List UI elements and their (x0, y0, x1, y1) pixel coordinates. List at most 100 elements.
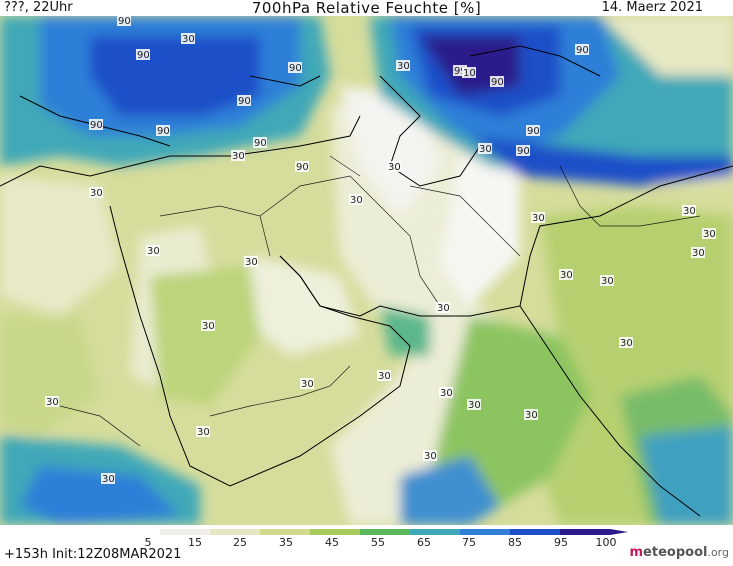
contour-label: 30 (468, 400, 481, 411)
legend-tick: 35 (279, 536, 293, 547)
contour-label: 30 (46, 397, 59, 408)
contour-label: 30 (182, 34, 195, 45)
contour-label: 30 (350, 195, 363, 206)
contour-label-bg (531, 212, 545, 223)
contour-label-bg (396, 60, 410, 71)
legend-tick: 45 (325, 536, 339, 547)
contour-label-bg (600, 275, 614, 286)
legend-tick: 65 (417, 536, 431, 547)
legend-tick: 85 (508, 536, 522, 547)
contour-label: 30 (388, 162, 401, 173)
legend-tick: 100 (596, 536, 617, 547)
color-legend: 5 15 25 35 45 55 65 75 85 95 100 +153h Init:12Z08M… (0, 525, 733, 566)
legend-tick: 95 (554, 536, 568, 547)
contour-label: 30 (479, 144, 492, 155)
contour-label: 30 (197, 427, 210, 438)
contour-label-bg (691, 247, 705, 258)
contour-label: 30 (424, 451, 437, 462)
contour-label: 30 (683, 206, 696, 217)
contour-label: 30 (301, 379, 314, 390)
humidity-field (0, 16, 733, 525)
map-title: 700hPa Relative Feuchte [%] (251, 0, 482, 17)
contour-label-bg (136, 49, 150, 60)
meteopool-logo[interactable]: meteopool.org (629, 545, 730, 560)
contour-label-bg (377, 370, 391, 381)
contour-label-bg (439, 387, 453, 398)
valid-date-label: 14. Maerz 2021 (601, 0, 703, 15)
contour-label: 30 (601, 276, 614, 287)
legend-swatch (160, 529, 211, 535)
legend-bar: 5 15 25 35 45 55 65 75 85 95 100 (110, 529, 628, 547)
legend-swatch (510, 529, 561, 535)
contour-label-bg (559, 269, 573, 280)
contour-label: 90 (137, 50, 150, 61)
contour-label: 90 (289, 63, 302, 74)
legend-swatch (360, 529, 411, 535)
contour-label-bg (295, 161, 309, 172)
contour-label: 30 (703, 229, 716, 240)
contour-label-bg (237, 95, 251, 106)
contour-label-bg (526, 125, 540, 136)
contour-label-bg (89, 187, 103, 198)
contour-label: 90 (90, 120, 103, 131)
contour-label-bg (619, 337, 633, 348)
contour-label-bg (156, 125, 170, 136)
contour-label-bg (682, 205, 696, 216)
contour-label: 90 (491, 77, 504, 88)
contour-label-bg (387, 161, 401, 172)
contour-label-bg (453, 65, 467, 76)
legend-tick: 15 (188, 536, 202, 547)
contour-label: 30 (532, 213, 545, 224)
contour-label-bg (490, 76, 504, 87)
contour-label: 30 (560, 270, 573, 281)
contour-label: 99 (454, 66, 467, 77)
contour-label: 90 (254, 138, 267, 149)
contour-label-bg (45, 396, 59, 407)
contour-label: 30 (147, 246, 160, 257)
contour-label-bg (101, 473, 115, 484)
contour-label: 30 (245, 257, 258, 268)
contour-label-bg (117, 16, 131, 26)
contour-label-bg (89, 119, 103, 130)
legend-swatch (560, 529, 611, 535)
contour-label-bg (244, 256, 258, 267)
contour-label-bg (201, 320, 215, 331)
contour-label: 30 (378, 371, 391, 382)
contour-label: 10 (463, 68, 476, 79)
contour-label: 90 (157, 126, 170, 137)
coastlines (0, 45, 733, 517)
contour-label: 30 (525, 410, 538, 421)
contour-label: 90 (238, 96, 251, 107)
contour-label: 90 (118, 16, 131, 27)
contour-label-bg (196, 426, 210, 437)
contour-label: 30 (102, 474, 115, 485)
contour-label-bg (524, 409, 538, 420)
legend-tick: 5 (145, 536, 152, 547)
contour-label: 30 (440, 388, 453, 399)
map-header: ???, 22Uhr 700hPa Relative Feuchte [%] 1… (0, 0, 733, 17)
contour-label-bg (181, 33, 195, 44)
contour-label-bg (300, 378, 314, 389)
contour-label: 30 (437, 303, 450, 314)
contour-label-bg (288, 62, 302, 73)
valid-time-label: ???, 22Uhr (4, 0, 73, 15)
legend-tick: 75 (462, 536, 476, 547)
contour-label-bg (516, 145, 530, 156)
legend-swatch (260, 529, 311, 535)
legend-swatch (110, 529, 161, 535)
legend-swatch (460, 529, 511, 535)
humidity-map: 90 90 90 90 90 90 90 90 99 10 90 90 90 90 30 30 30 30 30 30… (0, 16, 733, 525)
country-borders (59, 155, 701, 447)
contour-label: 90 (576, 45, 589, 56)
contour-label: 30 (397, 61, 410, 72)
contour-label-bg (702, 228, 716, 239)
init-time-label: +153h Init:12Z08MAR2021 (4, 547, 182, 562)
contour-label: 30 (692, 248, 705, 259)
contour-label: 30 (90, 188, 103, 199)
contour-label-bg (462, 67, 476, 78)
legend-swatch (210, 529, 261, 535)
contour-label: 90 (296, 162, 309, 173)
legend-swatch (410, 529, 461, 535)
